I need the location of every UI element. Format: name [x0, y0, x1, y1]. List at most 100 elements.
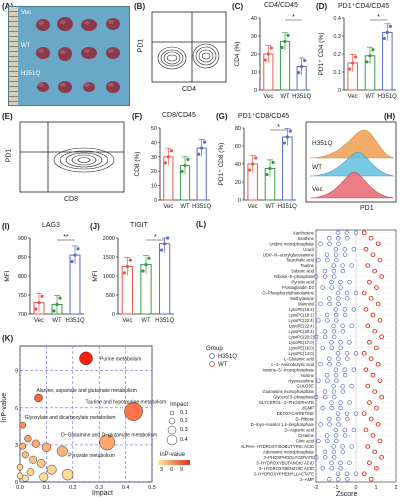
dot-h351q [325, 438, 330, 444]
data-point [269, 46, 273, 50]
y-tick-label: 750 [18, 293, 27, 299]
dot-h351q [316, 378, 321, 383]
dot-wt [372, 268, 378, 274]
legend-size-marker [166, 434, 178, 446]
photo-label-wt: WT [21, 43, 31, 49]
photo-label-vec: Vec [21, 10, 32, 16]
metabolite-label: LysoPC(14:0) [289, 351, 315, 356]
dot-h351q [347, 460, 352, 466]
data-point [288, 129, 292, 133]
x-tick-label: 1 [374, 485, 377, 491]
metabolite-label: Creatine [298, 433, 314, 438]
histogram-vec [309, 171, 395, 199]
dot-h351q [349, 444, 354, 449]
chart-title-i: LAG3 [42, 222, 60, 229]
pathway-label: D−Glutamine and D−glutamate metabolism [61, 432, 157, 438]
dot-wt [376, 301, 381, 307]
pathway-bubble [21, 474, 29, 482]
dot-h351q [318, 422, 323, 427]
panel-label-d: (D) [316, 2, 328, 11]
data-point [163, 161, 167, 165]
tumor-photo: Vec WT H351Q [8, 6, 130, 106]
dot-wt [370, 433, 376, 438]
dot-h351q [353, 290, 359, 296]
pathway-bubble [41, 442, 52, 453]
category-label: H351Q [65, 318, 84, 324]
dot-wt [379, 334, 385, 340]
legend-size-marker [168, 417, 176, 425]
pathway-bubble [16, 463, 24, 471]
dot-h351q [334, 318, 339, 323]
dot-h351q [322, 334, 328, 340]
data-point [283, 39, 287, 44]
y-tick-label: 0.2 [333, 52, 341, 58]
bar [159, 243, 171, 315]
dot-h351q [327, 356, 332, 361]
dot-h351q [334, 438, 339, 444]
dot-h351q [320, 345, 325, 350]
dot-h351q [340, 323, 345, 329]
dot-wt [365, 444, 371, 449]
y-tick-label: 500 [106, 293, 115, 299]
dot-h351q [338, 460, 343, 466]
y-tick-label: 30 [151, 155, 157, 161]
dot-h351q [316, 318, 321, 323]
dot-wt [370, 312, 376, 318]
dot-h351q [336, 362, 341, 367]
data-point [128, 258, 132, 262]
x-tick-label: 0.2 [69, 485, 77, 491]
dot-h351q [345, 477, 350, 482]
data-point [271, 160, 275, 165]
category-label: Vec [248, 204, 258, 210]
hist-label-vec: Vec [312, 186, 323, 193]
dot-wt [362, 471, 367, 476]
dot-h351q [336, 296, 341, 301]
bar [282, 136, 293, 201]
data-point [122, 271, 126, 275]
metabolite-label: 3−HYDROXYPHENYLLACTATE [254, 471, 315, 476]
significance-mark: * [277, 124, 280, 131]
pathway-bubble [21, 451, 29, 459]
y-axis-label: MFI [92, 270, 99, 281]
bar-chart-g: 0 20 40 60 80 PD1⁺ CD8 (%) Vec WT H351Q * [218, 124, 297, 210]
pathway-bubble [26, 468, 35, 476]
y-axis-label: PD1⁺ CD8 (%) [218, 143, 225, 186]
dot-wt [365, 263, 371, 268]
dot-h351q [327, 296, 332, 301]
dot-h351q [336, 236, 341, 241]
category-label: H351Q [192, 204, 211, 210]
pathway-bubble [99, 434, 115, 451]
dot-wt [369, 296, 374, 301]
chart-title-d: PD1⁺CD4/CD45 [338, 3, 390, 10]
data-point [285, 135, 289, 139]
dot-h351q [313, 455, 319, 460]
y-tick-label: 900 [18, 236, 27, 242]
bar-chart-j: 0 500 1000 1500 2000 MFI Vec WT H351Q * [92, 234, 175, 324]
y-tick-label: 20 [151, 169, 157, 175]
histogram-h351q [309, 129, 395, 159]
dot-h351q [342, 252, 348, 257]
metabolite-label: D−Ribose [295, 417, 314, 422]
metabolite-label: L−2−Aminobutyric acid [271, 362, 314, 367]
k-xlabel: Impact [92, 490, 114, 497]
metabolite-label: Guanosine monophosphate [263, 389, 315, 394]
k-ylabel: lnP-value [1, 392, 9, 423]
y-tick-label: 800 [18, 274, 27, 280]
y-tick-label: 0.3 [333, 34, 341, 40]
dot-h351q [318, 362, 323, 367]
y-tick-label: 10 [251, 70, 257, 76]
y-tick-label: 1500 [103, 255, 115, 261]
x-tick-label: 0 [354, 485, 357, 491]
dot-h351q [331, 449, 337, 455]
dot-h351q [331, 383, 336, 389]
data-point [265, 172, 269, 177]
dot-h351q [327, 236, 332, 241]
metabolite-label: Uracil [303, 247, 314, 252]
dot-wt [374, 466, 379, 471]
dot-h351q [322, 389, 328, 394]
metabolite-label: Pyruvic acid [291, 280, 314, 285]
dot-wt [379, 455, 385, 460]
data-point [251, 162, 255, 166]
legend-size-marker [169, 410, 175, 416]
dot-h351q [331, 263, 336, 268]
